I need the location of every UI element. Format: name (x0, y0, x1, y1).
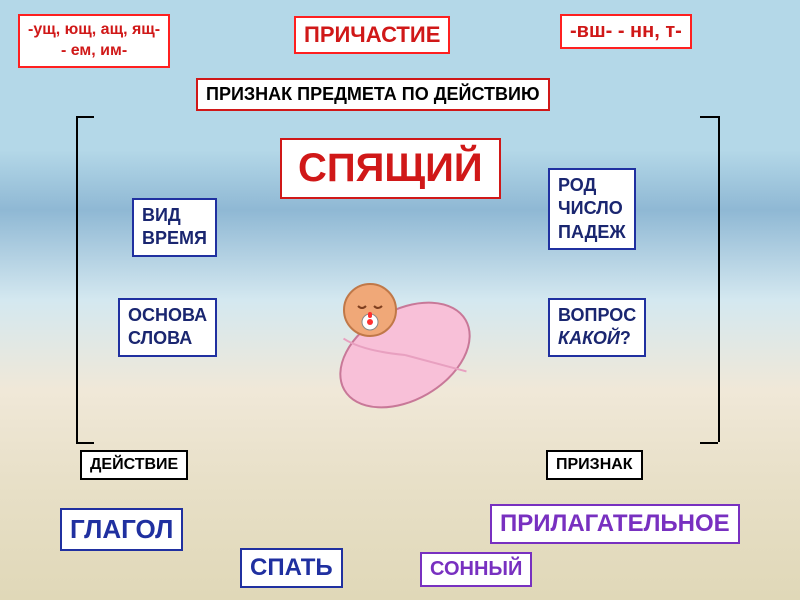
vopros-text: ВОПРОСКАКОЙ? (558, 305, 636, 348)
subtitle-box: ПРИЗНАК ПРЕДМЕТА ПО ДЕЙСТВИЮ (196, 78, 550, 111)
sonny-box: СОННЫЙ (420, 552, 532, 587)
prilagat-box: ПРИЛАГАТЕЛЬНОЕ (490, 504, 740, 544)
subtitle-text: ПРИЗНАК ПРЕДМЕТА ПО ДЕЙСТВИЮ (206, 84, 540, 104)
suffixes-left-box: -ущ, ющ, ащ, ящ-- ем, им- (18, 14, 170, 68)
sonny-text: СОННЫЙ (430, 558, 522, 580)
main-word-text: СПЯЩИЙ (298, 146, 483, 190)
vid-vremya-box: ВИДВРЕМЯ (132, 198, 217, 257)
glagol-text: ГЛАГОЛ (70, 514, 173, 544)
vid-vremya-text: ВИДВРЕМЯ (142, 205, 207, 248)
vopros-box: ВОПРОСКАКОЙ? (548, 298, 646, 357)
priznak-text: ПРИЗНАК (556, 456, 633, 473)
deistvie-box: ДЕЙСТВИЕ (80, 450, 188, 480)
baby-icon (310, 260, 490, 420)
priznak-box: ПРИЗНАК (546, 450, 643, 480)
deistvie-text: ДЕЙСТВИЕ (90, 456, 178, 473)
suffixes-right-box: -вш- - нн, т- (560, 14, 692, 49)
spat-text: СПАТЬ (250, 554, 333, 581)
osnova-box: ОСНОВАСЛОВА (118, 298, 217, 357)
rod-text: РОДЧИСЛОПАДЕЖ (558, 175, 626, 242)
spat-box: СПАТЬ (240, 548, 343, 588)
suffixes-left-text: -ущ, ющ, ащ, ящ-- ем, им- (28, 21, 160, 59)
prilagat-text: ПРИЛАГАТЕЛЬНОЕ (500, 510, 730, 537)
rod-box: РОДЧИСЛОПАДЕЖ (548, 168, 636, 250)
osnova-text: ОСНОВАСЛОВА (128, 305, 207, 348)
title-text: ПРИЧАСТИЕ (304, 22, 440, 47)
suffixes-right-text: -вш- - нн, т- (570, 20, 682, 42)
title-box: ПРИЧАСТИЕ (294, 16, 450, 54)
baby-illustration (310, 260, 490, 420)
main-word-box: СПЯЩИЙ (280, 138, 501, 199)
glagol-box: ГЛАГОЛ (60, 508, 183, 551)
